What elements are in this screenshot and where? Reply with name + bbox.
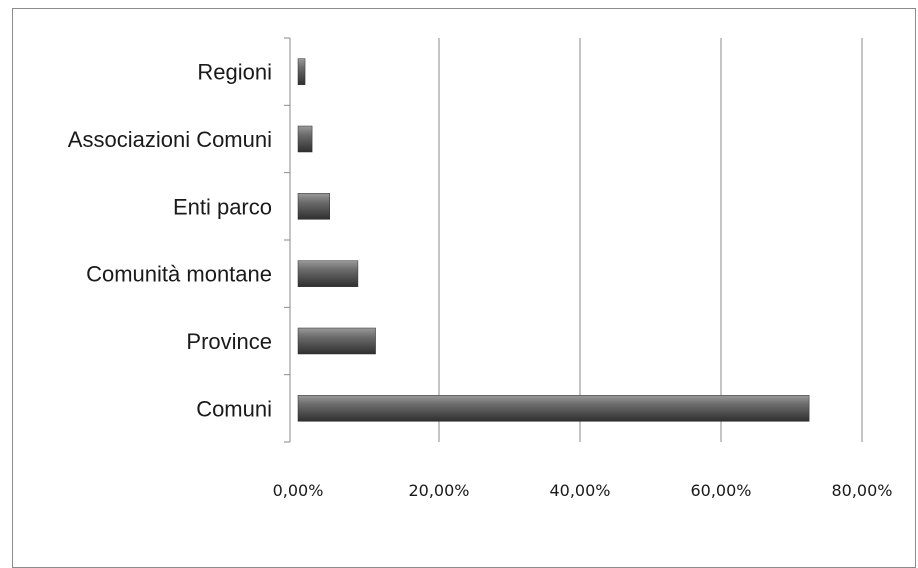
x-tick-label: 0,00% xyxy=(273,481,324,500)
category-label: Comuni xyxy=(196,396,272,421)
x-tick-label: 40,00% xyxy=(549,481,610,500)
gridlines xyxy=(438,38,863,442)
bar xyxy=(297,327,376,355)
bar xyxy=(297,193,330,220)
bars xyxy=(297,58,810,422)
bar xyxy=(297,125,313,153)
x-tick-label: 20,00% xyxy=(408,481,469,500)
category-label: Associazioni Comuni xyxy=(68,127,272,152)
axes xyxy=(284,37,291,443)
category-labels: Regioni Associazioni Comuni Enti parco Comu… xyxy=(68,60,272,422)
bar xyxy=(297,395,810,422)
x-tick-label: 60,00% xyxy=(690,481,751,500)
category-label: Province xyxy=(186,329,272,354)
chart-frame xyxy=(12,8,916,568)
bar xyxy=(297,58,306,85)
bar-chart: Regioni Associazioni Comuni Enti parco Comu… xyxy=(68,37,893,500)
category-label: Comunità montane xyxy=(86,262,272,287)
category-label: Enti parco xyxy=(173,194,272,219)
x-tick-labels: 0,00% 20,00% 40,00% 60,00% 80,00% xyxy=(273,481,893,500)
category-label: Regioni xyxy=(197,60,272,85)
x-tick-label: 80,00% xyxy=(831,481,892,500)
bar xyxy=(297,260,359,287)
